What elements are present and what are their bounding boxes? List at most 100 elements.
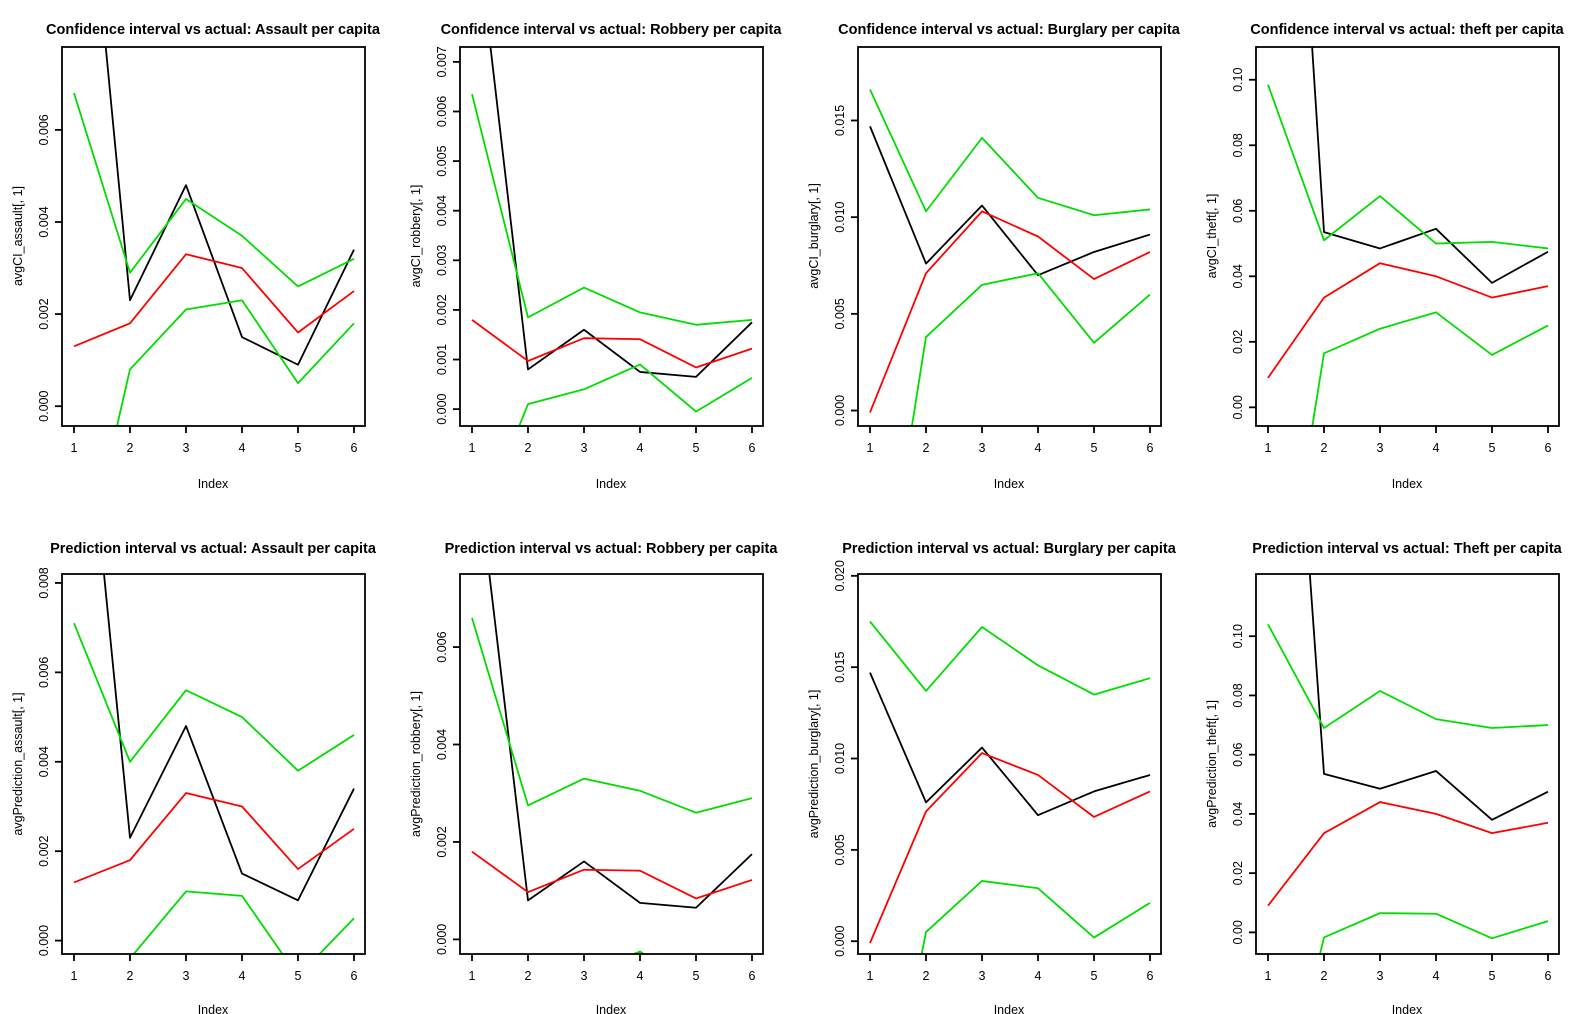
x-tick-label: 1	[71, 441, 78, 455]
ci-lower-line	[1311, 311, 1549, 426]
y-tick-label: 0.006	[37, 114, 51, 145]
y-tick-label: 0.10	[1231, 68, 1245, 92]
x-tick-label: 5	[1489, 441, 1496, 455]
plot-panel-ci-burglary: Confidence interval vs actual: Burglary …	[796, 0, 1194, 507]
y-tick-label: 0.004	[435, 195, 449, 226]
x-axis-label: Index	[197, 1003, 229, 1014]
y-tick-label: 0.002	[37, 298, 51, 329]
y-tick-label: 0.00	[1231, 395, 1245, 419]
plot-panel-pi-theft: Prediction interval vs actual: Theft per…	[1194, 507, 1592, 1014]
pi-upper-line	[471, 617, 753, 814]
y-tick-label: 0.015	[833, 105, 847, 136]
x-tick-label: 2	[127, 441, 134, 455]
plot-canvas: 1 2 3 4 5 6 0.000 0.001 0.002 0.003 0.004 0.005 0.00…	[435, 46, 764, 455]
plot-panel-pi-burglary: Prediction interval vs actual: Burglary …	[796, 507, 1194, 1014]
actual-line	[1311, 47, 1549, 284]
y-tick-label: 0.08	[1231, 133, 1245, 157]
x-tick-label: 5	[295, 969, 302, 983]
x-tick-label: 4	[637, 969, 644, 983]
actual-line	[869, 125, 1151, 277]
y-tick-label: 0.06	[1231, 742, 1245, 766]
pi-upper-line	[869, 620, 1151, 696]
x-tick-label: 1	[469, 969, 476, 983]
predicted-line	[1267, 801, 1549, 907]
y-tick-label: 0.002	[435, 294, 449, 325]
y-tick-label: 0.002	[37, 835, 51, 866]
predicted-line	[1267, 262, 1549, 379]
plot-title: Confidence interval vs actual: Burglary …	[838, 22, 1180, 38]
predicted-line	[869, 752, 1151, 944]
x-axis-label: Index	[1391, 477, 1423, 491]
plot-canvas: 1 2 3 4 5 6 0.000 0.002 0.004 0.006 0.008	[37, 567, 366, 983]
x-tick-label: 3	[183, 969, 190, 983]
ci-lower-line	[116, 299, 355, 426]
actual-line	[1308, 574, 1549, 821]
y-tick-label: 0.006	[435, 96, 449, 127]
plot-canvas: 1 2 3 4 5 6 0.000 0.002 0.004 0.006	[37, 46, 366, 455]
x-tick-label: 6	[1545, 969, 1552, 983]
x-tick-label: 3	[1377, 969, 1384, 983]
x-tick-label: 2	[525, 969, 532, 983]
x-tick-label: 2	[525, 441, 532, 455]
x-tick-label: 2	[1321, 441, 1328, 455]
x-axis-label: Index	[1391, 1003, 1423, 1014]
x-tick-label: 6	[351, 969, 358, 983]
y-tick-label: 0.04	[1231, 264, 1245, 288]
x-tick-label: 2	[1321, 969, 1328, 983]
x-tick-label: 3	[979, 969, 986, 983]
x-tick-label: 2	[923, 441, 930, 455]
x-tick-label: 1	[867, 969, 874, 983]
x-tick-label: 6	[749, 441, 756, 455]
y-tick-label: 0.08	[1231, 683, 1245, 707]
x-tick-label: 6	[351, 441, 358, 455]
y-tick-label: 0.000	[833, 395, 847, 426]
x-tick-label: 4	[1433, 969, 1440, 983]
plot-canvas: 1 2 3 4 5 6 0.00 0.02 0.04 0.06 0.08 0.10	[1231, 573, 1560, 983]
plot-box	[61, 573, 366, 955]
y-tick-label: 0.006	[37, 657, 51, 688]
y-tick-label: 0.000	[37, 391, 51, 422]
pi-lower-line	[631, 950, 646, 954]
ci-upper-line	[869, 89, 1151, 217]
plot-box	[459, 573, 764, 955]
plot-title: Prediction interval vs actual: Theft per…	[1252, 541, 1562, 557]
y-tick-label: 0.015	[833, 651, 847, 682]
y-tick-label: 0.010	[833, 201, 847, 232]
x-tick-label: 4	[1433, 441, 1440, 455]
y-tick-label: 0.10	[1231, 624, 1245, 648]
y-tick-label: 0.004	[435, 729, 449, 760]
y-tick-label: 0.02	[1231, 330, 1245, 354]
plot-box	[61, 46, 366, 427]
actual-line	[488, 574, 753, 909]
y-tick-label: 0.00	[1231, 920, 1245, 944]
plot-box	[857, 573, 1162, 955]
actual-line	[489, 47, 753, 378]
pi-lower-line	[132, 890, 355, 954]
x-axis-label: Index	[993, 1003, 1025, 1014]
plot-title: Confidence interval vs actual: theft per…	[1250, 22, 1564, 38]
y-tick-label: 0.06	[1231, 199, 1245, 223]
ci-upper-line	[1267, 84, 1549, 250]
plot-panel-pi-robbery: Prediction interval vs actual: Robbery p…	[398, 507, 796, 1014]
plot-title: Prediction interval vs actual: Assault p…	[50, 541, 376, 557]
pi-lower-line	[1319, 912, 1549, 954]
ci-lower-line	[911, 272, 1151, 426]
plot-box	[1255, 46, 1560, 427]
x-tick-label: 4	[239, 441, 246, 455]
y-tick-label: 0.002	[435, 826, 449, 857]
y-tick-label: 0.001	[435, 344, 449, 375]
actual-line	[869, 672, 1151, 817]
y-tick-label: 0.000	[833, 926, 847, 957]
x-tick-label: 1	[469, 441, 476, 455]
plot-box	[857, 46, 1162, 427]
x-tick-label: 3	[1377, 441, 1384, 455]
x-tick-label: 1	[71, 969, 78, 983]
x-tick-label: 4	[1035, 969, 1042, 983]
x-tick-label: 3	[183, 441, 190, 455]
actual-line	[104, 47, 355, 366]
ci-lower-line	[518, 363, 753, 426]
x-tick-label: 1	[867, 441, 874, 455]
predicted-line	[471, 850, 753, 900]
x-tick-label: 3	[581, 969, 588, 983]
